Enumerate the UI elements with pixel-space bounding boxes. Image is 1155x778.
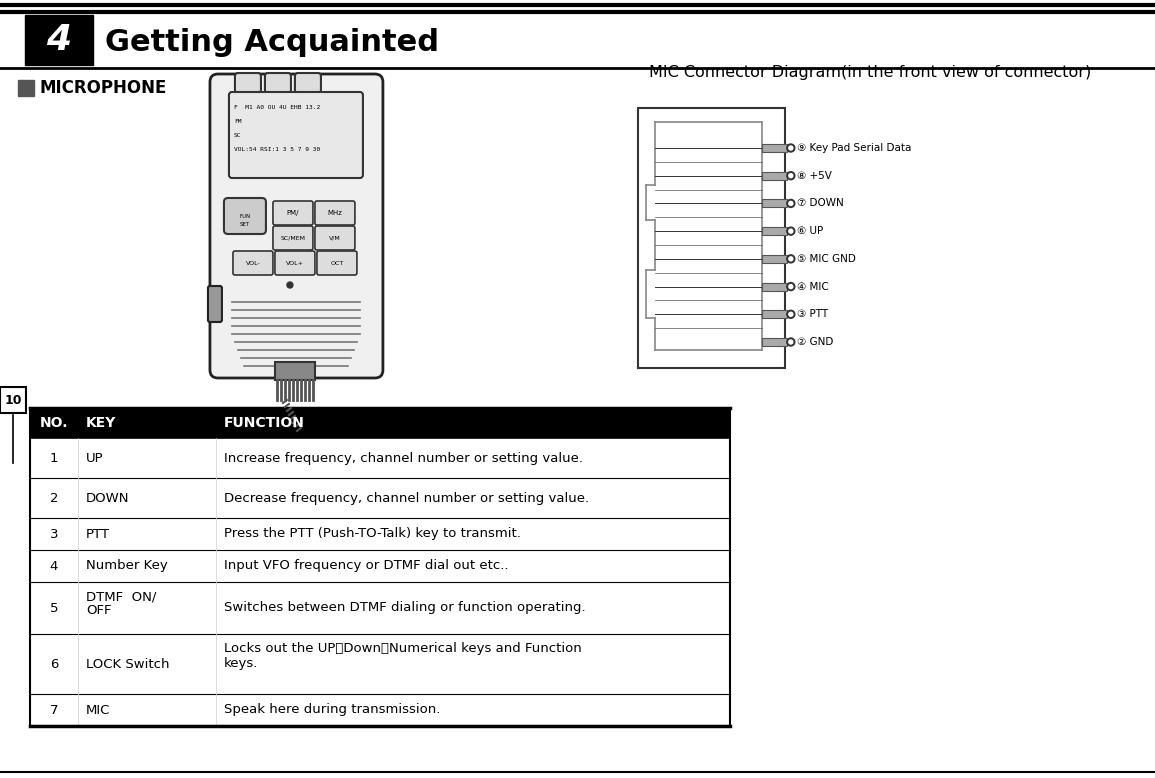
Text: 4: 4	[50, 559, 58, 573]
Text: PM/: PM/	[286, 210, 299, 216]
Bar	[762, 172, 787, 180]
Text: 5: 5	[50, 601, 58, 615]
Text: keys.: keys.	[224, 657, 259, 670]
Text: LOCK Switch: LOCK Switch	[85, 657, 170, 671]
Circle shape	[787, 199, 795, 208]
Circle shape	[787, 282, 795, 290]
Text: ⑧ +5V: ⑧ +5V	[797, 170, 832, 180]
Bar	[0, 387, 27, 413]
Bar	[30, 408, 730, 438]
Circle shape	[789, 285, 792, 289]
Text: KEY: KEY	[85, 416, 117, 430]
Circle shape	[787, 172, 795, 180]
Text: OFF: OFF	[85, 604, 112, 617]
Text: F  M1 A0 OU 4U EHB 13.2: F M1 A0 OU 4U EHB 13.2	[234, 105, 320, 110]
Circle shape	[789, 202, 792, 205]
Text: VOL:54 RSI:1 3 5 7 9 30: VOL:54 RSI:1 3 5 7 9 30	[234, 147, 320, 152]
Text: 3: 3	[50, 527, 58, 541]
Text: Number Key: Number Key	[85, 559, 167, 573]
Text: Locks out the UP、Down、Numerical keys and Function: Locks out the UP、Down、Numerical keys and…	[224, 642, 582, 655]
Text: V/M: V/M	[329, 236, 341, 240]
Text: 1: 1	[50, 451, 58, 464]
Text: MHz: MHz	[328, 210, 342, 216]
Bar	[762, 199, 787, 208]
Circle shape	[789, 340, 792, 344]
Text: Decrease frequency, channel number or setting value.: Decrease frequency, channel number or se…	[224, 492, 589, 504]
Bar	[762, 255, 787, 263]
Circle shape	[789, 173, 792, 177]
Bar	[762, 227, 787, 235]
Text: ② GND: ② GND	[797, 337, 833, 347]
Text: 7: 7	[50, 703, 58, 717]
Text: VOL+: VOL+	[286, 261, 304, 265]
Text: ⑦ DOWN: ⑦ DOWN	[797, 198, 843, 209]
Text: Speak here during transmission.: Speak here during transmission.	[224, 703, 440, 717]
FancyBboxPatch shape	[295, 73, 321, 93]
Bar	[275, 362, 315, 380]
Text: FM: FM	[234, 119, 241, 124]
Text: Press the PTT (Push-TO-Talk) key to transmit.: Press the PTT (Push-TO-Talk) key to tran…	[224, 527, 521, 541]
Text: Getting Acquainted: Getting Acquainted	[105, 27, 439, 57]
Text: Increase frequency, channel number or setting value.: Increase frequency, channel number or se…	[224, 451, 583, 464]
Bar	[762, 310, 787, 318]
Circle shape	[787, 310, 795, 318]
Circle shape	[789, 146, 792, 150]
Circle shape	[787, 338, 795, 346]
Text: NO.: NO.	[39, 416, 68, 430]
Circle shape	[787, 144, 795, 152]
FancyBboxPatch shape	[210, 74, 383, 378]
Circle shape	[787, 255, 795, 263]
FancyBboxPatch shape	[234, 73, 261, 93]
Text: OCT: OCT	[330, 261, 343, 265]
Text: MICROPHONE: MICROPHONE	[40, 79, 167, 97]
FancyBboxPatch shape	[264, 73, 291, 93]
Circle shape	[787, 227, 795, 235]
Bar	[25, 15, 94, 65]
Text: ③ PTT: ③ PTT	[797, 310, 828, 319]
Text: DTMF  ON/: DTMF ON/	[85, 590, 156, 603]
Text: ⑤ MIC GND: ⑤ MIC GND	[797, 254, 856, 264]
Text: VOL-: VOL-	[246, 261, 260, 265]
FancyBboxPatch shape	[316, 251, 357, 275]
Text: ④ MIC: ④ MIC	[797, 282, 828, 292]
Text: MIC Connector Diagram(in the front view of connector): MIC Connector Diagram(in the front view …	[649, 65, 1091, 79]
Text: ⑥ UP: ⑥ UP	[797, 226, 824, 237]
Text: SC: SC	[234, 133, 241, 138]
Text: DOWN: DOWN	[85, 492, 129, 504]
FancyBboxPatch shape	[273, 201, 313, 225]
Text: MIC: MIC	[85, 703, 111, 717]
FancyBboxPatch shape	[208, 286, 222, 322]
Text: SC/MEM: SC/MEM	[281, 236, 305, 240]
Circle shape	[789, 312, 792, 317]
FancyBboxPatch shape	[233, 251, 273, 275]
Text: SET: SET	[240, 222, 249, 226]
Text: 2: 2	[50, 492, 58, 504]
Bar	[18, 80, 33, 96]
FancyBboxPatch shape	[275, 251, 315, 275]
Text: FUNCTION: FUNCTION	[224, 416, 305, 430]
Bar	[762, 144, 787, 152]
Text: Switches between DTMF dialing or function operating.: Switches between DTMF dialing or functio…	[224, 601, 586, 615]
Text: FUN: FUN	[239, 213, 251, 219]
FancyBboxPatch shape	[273, 226, 313, 250]
Text: 6: 6	[50, 657, 58, 671]
FancyBboxPatch shape	[315, 226, 355, 250]
Text: PTT: PTT	[85, 527, 110, 541]
Circle shape	[286, 282, 293, 288]
Text: Input VFO frequency or DTMF dial out etc..: Input VFO frequency or DTMF dial out etc…	[224, 559, 508, 573]
Text: 10: 10	[5, 394, 22, 406]
Bar	[762, 282, 787, 290]
FancyBboxPatch shape	[315, 201, 355, 225]
FancyBboxPatch shape	[224, 198, 266, 234]
Bar	[762, 338, 787, 346]
Bar	[638, 108, 785, 368]
Circle shape	[789, 257, 792, 261]
Circle shape	[789, 230, 792, 233]
Text: 4: 4	[46, 23, 72, 57]
Text: UP: UP	[85, 451, 104, 464]
Text: ⑨ Key Pad Serial Data: ⑨ Key Pad Serial Data	[797, 143, 911, 153]
FancyBboxPatch shape	[229, 92, 363, 178]
